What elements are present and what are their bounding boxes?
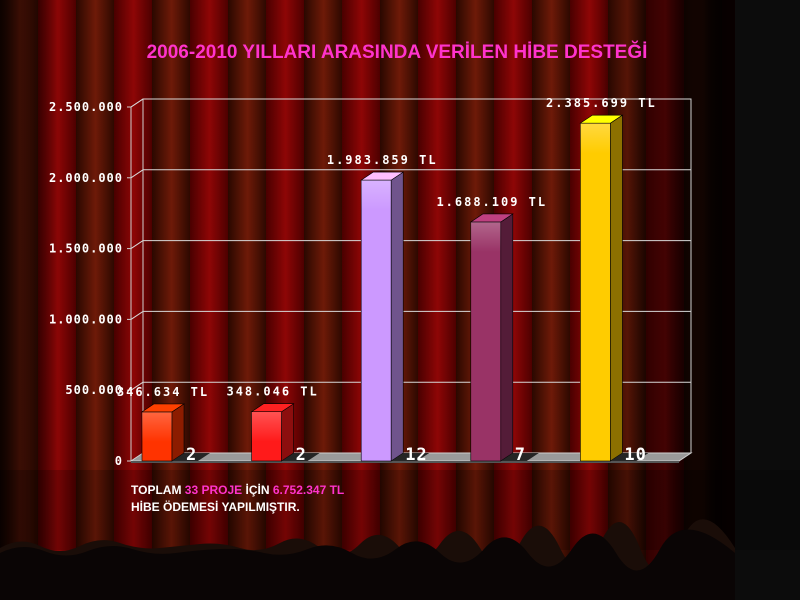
bar-value-label: 346.634 TL [117, 385, 209, 399]
bar-value-label: 2.385.699 TL [546, 96, 657, 110]
project-count-label: 2 [186, 445, 197, 465]
project-count-label: 10 [624, 445, 646, 465]
note-project-count: 33 PROJE [184, 483, 243, 497]
value-labels: 346.634 TL 348.046 TL 1.983.859 TL 1.688.10… [117, 96, 657, 399]
bar [469, 213, 539, 462]
bar-shadow [281, 453, 320, 461]
bar-shadow [172, 453, 210, 461]
total-note: TOPLAM 33 PROJE İÇİN 6.752.347 TL HİBE Ö… [131, 482, 344, 516]
y-axis: 0 500.000 1.000.000 1.500.000 2.000.000 2.500… [49, 100, 131, 468]
y-tick-label: 2.000.000 [49, 171, 123, 185]
bars [141, 114, 649, 462]
note-prefix: TOPLAM [131, 483, 182, 497]
bar-value-label: 348.046 TL [226, 385, 318, 399]
bar [360, 171, 430, 462]
project-count-labels: 2 2 12 7 10 [186, 445, 646, 465]
project-count-label: 7 [515, 445, 526, 465]
gridline [130, 98, 691, 108]
y-tick-label: 2.500.000 [49, 100, 123, 114]
note-mid: İÇİN [245, 483, 270, 497]
bar-value-label: 1.983.859 TL [327, 153, 438, 167]
bar-shadow [610, 453, 649, 461]
y-tick-label: 500.000 [65, 383, 123, 397]
y-tick-label: 1.500.000 [49, 242, 123, 256]
bar-shadow [500, 453, 539, 461]
bar-value-label: 1.688.109 TL [436, 195, 547, 209]
total-note-line1: TOPLAM 33 PROJE İÇİN 6.752.347 TL [131, 482, 344, 499]
bar [579, 114, 649, 462]
y-tick-label: 1.000.000 [49, 312, 123, 326]
bar [141, 403, 210, 462]
floor-edge [131, 461, 679, 463]
y-tick-label: 0 [115, 454, 123, 468]
project-count-label: 2 [296, 445, 307, 465]
chart-title: 2006-2010 YILLARI ARASINDA VERİLEN HİBE … [147, 41, 648, 63]
project-count-label: 12 [405, 445, 427, 465]
note-total-amount: 6.752.347 TL [272, 483, 345, 497]
bar-shadow [391, 453, 430, 461]
bar [250, 403, 320, 462]
total-note-line2: HİBE ÖDEMESİ YAPILMIŞTIR. [131, 500, 300, 514]
